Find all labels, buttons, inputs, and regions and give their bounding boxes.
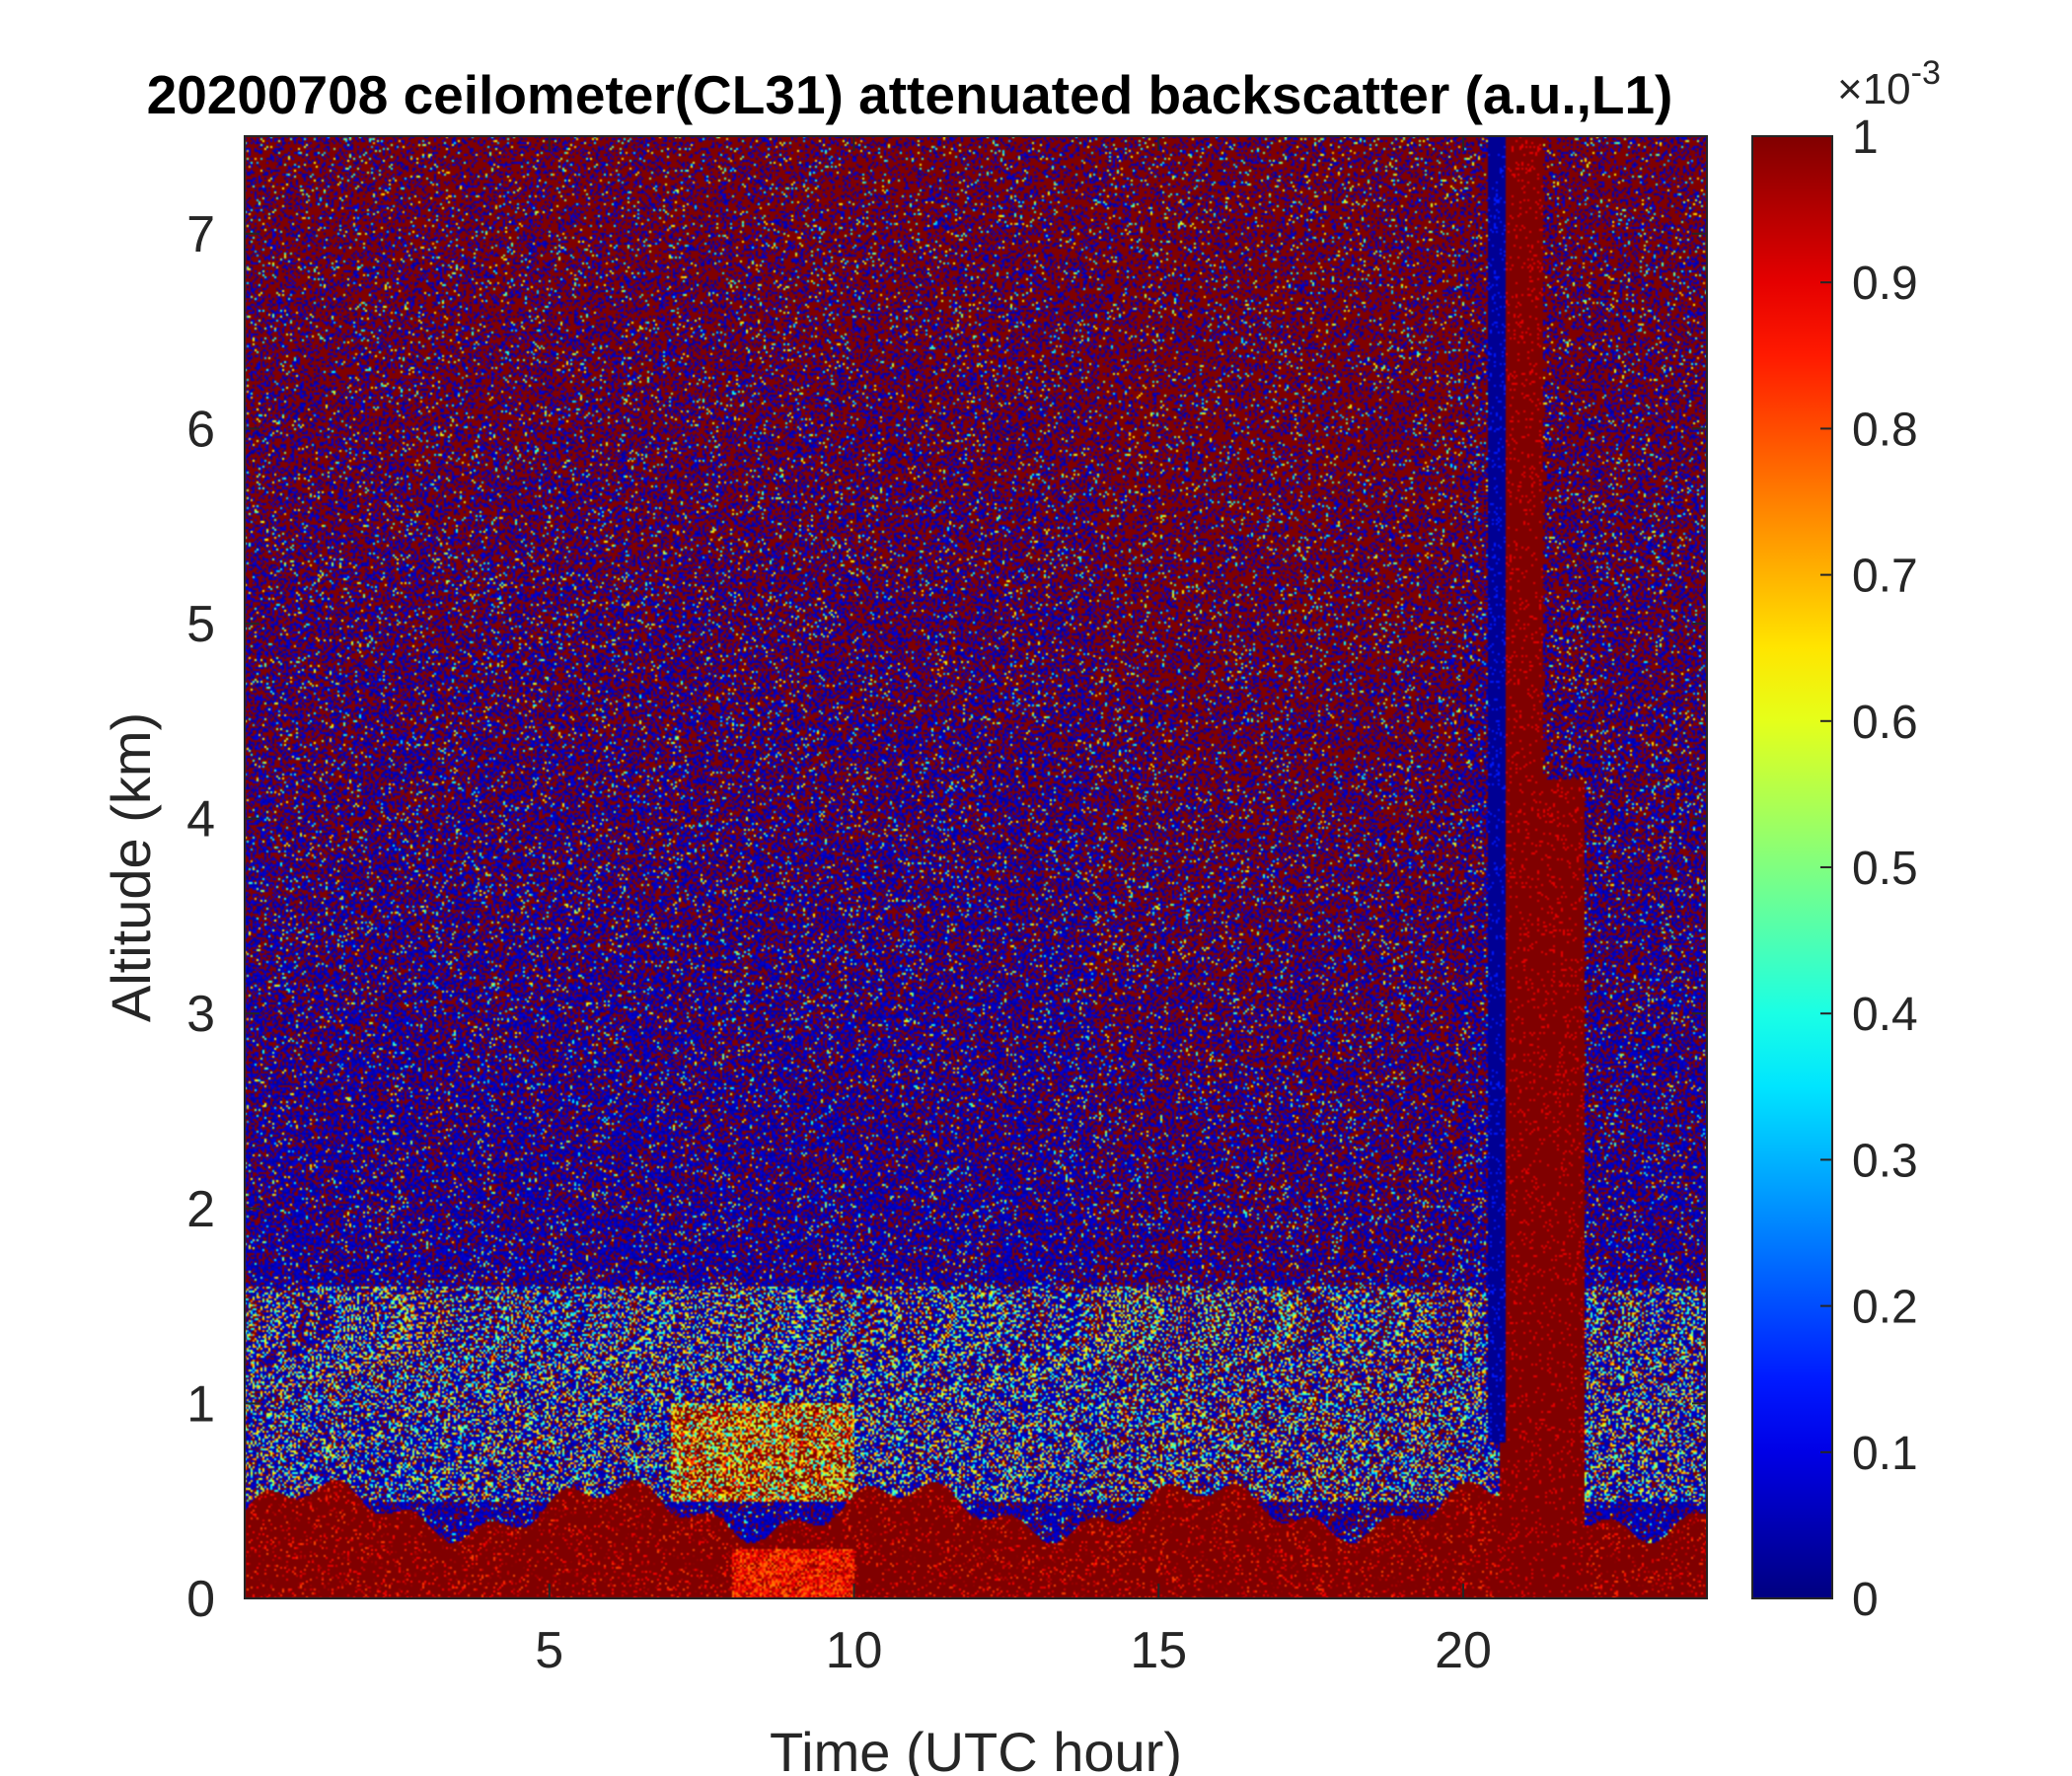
x-tick-label: 20: [1435, 1622, 1492, 1679]
backscatter-heatmap: [245, 136, 1707, 1598]
colorbar-exponent: ×10-3: [1837, 54, 1941, 113]
x-tick-label: 5: [535, 1622, 563, 1679]
colorbar-tick-label: 0.5: [1852, 843, 1918, 895]
colorbar: 0 0.1 0.2 0.3 0.4 0.5 0.6 0.7 0.8 0.9 1 ×10-3: [1751, 54, 1941, 1626]
plot-frame: [244, 135, 1708, 1599]
colorbar-tick-label: 0.8: [1852, 404, 1918, 456]
y-tick-label: 4: [186, 791, 215, 849]
colorbar-tick-label: 0.4: [1852, 989, 1918, 1041]
y-tick-label: 2: [186, 1181, 215, 1238]
y-tick-label: 5: [186, 596, 215, 653]
y-axis-label: Altitude (km): [100, 712, 162, 1022]
colorbar-tick-label: 0.1: [1852, 1428, 1918, 1480]
colorbar-tick-label: 1: [1852, 111, 1879, 164]
y-tick-label: 3: [186, 986, 215, 1043]
colorbar-tick-label: 0.2: [1852, 1282, 1918, 1334]
y-axis: 0 1 2 3 4 5 6 7: [186, 206, 1707, 1628]
x-tick-label: 15: [1130, 1622, 1187, 1679]
chart-title: 20200708 ceilometer(CL31) attenuated bac…: [147, 64, 1673, 125]
x-axis: 5 10 15 20: [535, 136, 1492, 1679]
y-tick-label: 1: [186, 1375, 215, 1433]
colorbar-tick-label: 0.6: [1852, 697, 1918, 749]
y-tick-label: 7: [186, 206, 215, 263]
colorbar-gradient: [1751, 135, 1833, 1599]
colorbar-tick-label: 0: [1852, 1574, 1879, 1626]
colorbar-exponent-base: ×10: [1837, 65, 1911, 113]
x-axis-label: Time (UTC hour): [770, 1721, 1182, 1776]
y-tick-label: 6: [186, 401, 215, 458]
y-tick-label: 0: [186, 1571, 215, 1628]
plot-area: [244, 135, 1708, 1599]
colorbar-tick-label: 0.3: [1852, 1135, 1918, 1187]
colorbar-tick-label: 0.7: [1852, 551, 1918, 603]
colorbar-ticks: 0 0.1 0.2 0.3 0.4 0.5 0.6 0.7 0.8 0.9 1: [1820, 111, 1918, 1626]
x-tick-label: 10: [826, 1622, 883, 1679]
colorbar-tick-label: 0.9: [1852, 258, 1918, 310]
colorbar-exponent-power: -3: [1911, 54, 1941, 92]
